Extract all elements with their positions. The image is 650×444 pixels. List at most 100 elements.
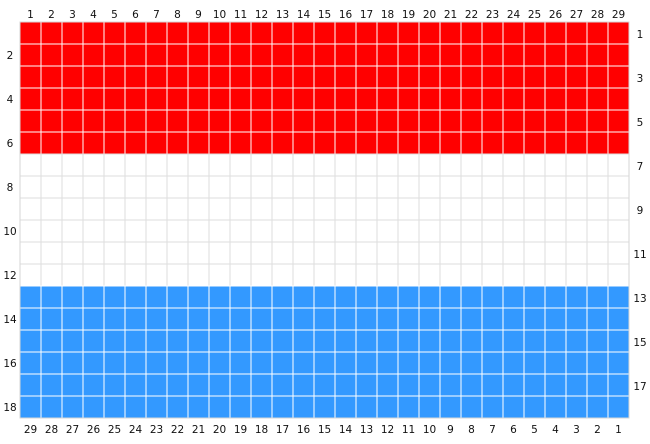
cell-white-r11-c5 (103, 241, 126, 265)
cell-blue-r13-c11 (229, 285, 252, 309)
cell-red-r6-c11 (229, 131, 252, 155)
cell-white-r10-c18 (376, 219, 399, 243)
cell-white-r12-c26 (544, 263, 567, 287)
cell-blue-r13-c9 (187, 285, 210, 309)
cell-red-r1-c3 (61, 21, 84, 45)
cell-blue-r15-c11 (229, 329, 252, 353)
cell-white-r7-c27 (565, 153, 588, 177)
cell-red-r6-c2 (40, 131, 63, 155)
cell-white-r10-c21 (439, 219, 462, 243)
cell-white-r11-c10 (208, 241, 231, 265)
cell-white-r9-c27 (565, 197, 588, 221)
cell-red-r6-c28 (586, 131, 609, 155)
cell-red-r6-c18 (376, 131, 399, 155)
cell-red-r6-c25 (523, 131, 546, 155)
cell-blue-r14-c27 (565, 307, 588, 331)
cell-blue-r16-c28 (586, 351, 609, 375)
cell-blue-r13-c27 (565, 285, 588, 309)
bottom-column-label: 4 (552, 424, 559, 436)
cell-white-r7-c13 (271, 153, 294, 177)
cell-red-r1-c26 (544, 21, 567, 45)
cell-blue-r16-c6 (124, 351, 147, 375)
cell-blue-r14-c22 (460, 307, 483, 331)
cell-red-r5-c16 (334, 109, 357, 133)
cell-red-r5-c25 (523, 109, 546, 133)
cell-white-r8-c21 (439, 175, 462, 199)
cell-blue-r16-c22 (460, 351, 483, 375)
cell-red-r6-c6 (124, 131, 147, 155)
cell-blue-r18-c24 (502, 395, 525, 419)
cell-red-r2-c3 (61, 43, 84, 67)
cell-blue-r16-c3 (61, 351, 84, 375)
cell-red-r6-c3 (61, 131, 84, 155)
grid-border (19, 21, 630, 419)
cell-white-r10-c5 (103, 219, 126, 243)
cell-red-r5-c19 (397, 109, 420, 133)
cell-white-r12-c17 (355, 263, 378, 287)
cell-white-r8-c28 (586, 175, 609, 199)
bottom-column-label: 24 (129, 424, 143, 436)
cell-white-r7-c5 (103, 153, 126, 177)
cell-red-r6-c26 (544, 131, 567, 155)
cell-white-r11-c9 (187, 241, 210, 265)
top-column-label: 26 (549, 9, 563, 21)
cell-white-r10-c11 (229, 219, 252, 243)
cell-blue-r14-c28 (586, 307, 609, 331)
cell-red-r2-c29 (607, 43, 630, 67)
cell-red-r4-c27 (565, 87, 588, 111)
cell-white-r12-c19 (397, 263, 420, 287)
cell-red-r1-c9 (187, 21, 210, 45)
cell-blue-r13-c20 (418, 285, 441, 309)
cell-blue-r17-c15 (313, 373, 336, 397)
cell-red-r1-c17 (355, 21, 378, 45)
cell-blue-r17-c8 (166, 373, 189, 397)
cell-white-r8-c2 (40, 175, 63, 199)
cell-white-r7-c29 (607, 153, 630, 177)
cell-white-r10-c7 (145, 219, 168, 243)
cell-white-r7-c6 (124, 153, 147, 177)
cell-white-r8-c19 (397, 175, 420, 199)
cell-blue-r14-c2 (40, 307, 63, 331)
cell-blue-r13-c17 (355, 285, 378, 309)
cell-blue-r18-c6 (124, 395, 147, 419)
cell-blue-r17-c14 (292, 373, 315, 397)
bottom-column-label: 25 (108, 424, 121, 436)
cell-white-r8-c1 (19, 175, 42, 199)
cell-white-r7-c9 (187, 153, 210, 177)
cell-red-r1-c1 (19, 21, 42, 45)
cell-white-r12-c27 (565, 263, 588, 287)
cell-red-r3-c7 (145, 65, 168, 89)
cell-blue-r17-c29 (607, 373, 630, 397)
cell-red-r3-c3 (61, 65, 84, 89)
cell-white-r7-c18 (376, 153, 399, 177)
cell-blue-r15-c19 (397, 329, 420, 353)
cell-white-r9-c5 (103, 197, 126, 221)
cell-red-r3-c2 (40, 65, 63, 89)
cell-red-r2-c5 (103, 43, 126, 67)
cell-white-r10-c15 (313, 219, 336, 243)
top-column-label: 4 (90, 9, 97, 21)
bottom-column-label: 6 (510, 424, 517, 436)
cell-blue-r15-c29 (607, 329, 630, 353)
cell-red-r1-c21 (439, 21, 462, 45)
bottom-column-label: 8 (468, 424, 475, 436)
cell-white-r10-c20 (418, 219, 441, 243)
cell-white-r9-c3 (61, 197, 84, 221)
cell-white-r8-c3 (61, 175, 84, 199)
cell-red-r6-c17 (355, 131, 378, 155)
left-row-label: 18 (3, 402, 16, 414)
cell-red-r4-c13 (271, 87, 294, 111)
cell-blue-r18-c19 (397, 395, 420, 419)
bottom-column-label: 14 (339, 424, 353, 436)
cell-red-r2-c13 (271, 43, 294, 67)
cell-white-r11-c28 (586, 241, 609, 265)
cell-blue-r14-c14 (292, 307, 315, 331)
cell-white-r11-c1 (19, 241, 42, 265)
cell-blue-r14-c18 (376, 307, 399, 331)
cell-white-r9-c25 (523, 197, 546, 221)
cell-white-r9-c10 (208, 197, 231, 221)
cell-white-r8-c13 (271, 175, 294, 199)
top-column-label: 10 (213, 9, 226, 21)
cell-red-r3-c23 (481, 65, 504, 89)
top-column-label: 15 (318, 9, 331, 21)
